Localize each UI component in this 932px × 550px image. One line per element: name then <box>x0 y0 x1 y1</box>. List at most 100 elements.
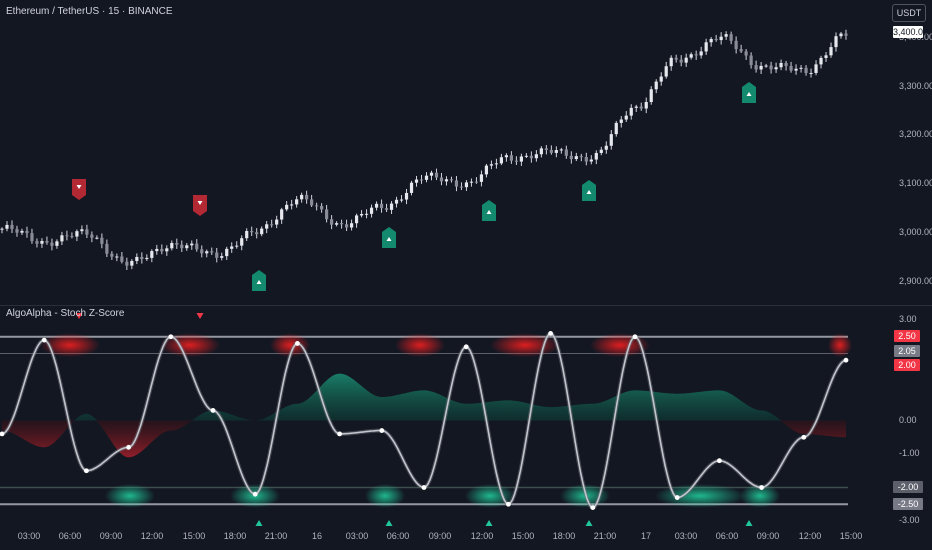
buy-triangle-icon <box>255 520 263 526</box>
overbought-glow <box>40 333 100 358</box>
candle-body <box>584 156 588 162</box>
candle-body <box>454 180 459 187</box>
candle-body <box>25 230 29 234</box>
candle-body <box>464 182 469 188</box>
time-axis-label: 06:00 <box>715 531 739 541</box>
candle-body <box>614 122 618 135</box>
candle-body <box>609 134 613 146</box>
candle-body <box>215 252 219 258</box>
pivot-dot <box>41 337 47 343</box>
pivot-dot <box>632 334 638 340</box>
pane-divider[interactable] <box>0 305 932 306</box>
buy-signal-marker <box>742 82 756 103</box>
candle-body <box>180 244 184 249</box>
candle-body <box>844 33 848 36</box>
candle-body <box>754 65 758 70</box>
candle-body <box>15 229 19 233</box>
candle-body <box>419 179 424 181</box>
currency-button[interactable]: USDT <box>892 4 926 22</box>
candle-body <box>255 232 259 235</box>
candle-body <box>534 154 538 159</box>
candle-body <box>105 243 109 254</box>
pivot-dot <box>548 331 553 336</box>
time-axis-label: 09:00 <box>99 531 123 541</box>
candle-body <box>125 261 129 266</box>
oversold-glow <box>105 483 155 508</box>
candle-body <box>140 256 144 260</box>
candle-body <box>654 81 658 90</box>
candle-body <box>260 228 264 235</box>
price-axis-label: 3,000.00 <box>899 227 932 237</box>
sell-flag <box>193 195 207 216</box>
candle-body <box>604 145 608 150</box>
price-pane[interactable] <box>0 29 848 291</box>
candle-body <box>315 205 319 207</box>
time-axis-label: 16 <box>311 531 322 541</box>
candle-body <box>310 199 314 206</box>
candle-body <box>165 248 169 252</box>
time-axis-label: 15:00 <box>182 531 206 541</box>
candle-body <box>719 36 723 41</box>
candle-body <box>499 157 504 164</box>
buy-triangle-icon <box>745 520 753 526</box>
buy-signal-marker <box>252 270 266 291</box>
candle-body <box>634 106 638 108</box>
candle-body <box>804 67 808 73</box>
candle-body <box>599 149 603 153</box>
time-axis-label: 03:00 <box>674 531 698 541</box>
up-arrow-icon <box>486 210 492 214</box>
candle-body <box>519 156 523 162</box>
sell-triangle-icon <box>196 313 204 319</box>
time-axis-label: 12:00 <box>798 531 822 541</box>
candle-body <box>734 40 738 50</box>
overbought-glow <box>828 333 852 358</box>
candle-body <box>45 240 49 243</box>
candle-body <box>474 181 479 183</box>
time-axis-label: 21:00 <box>264 531 288 541</box>
candle-body <box>439 177 444 182</box>
indicator-title: AlgoAlpha - Stoch Z-Score <box>6 308 125 319</box>
time-axis-label: 06:00 <box>58 531 82 541</box>
pivot-dot <box>674 495 680 500</box>
candle-body <box>55 241 59 246</box>
candle-body <box>85 229 89 235</box>
candle-body <box>824 55 828 58</box>
oscillator-pane[interactable] <box>0 313 852 526</box>
candle-body <box>784 62 788 67</box>
candle-body <box>364 213 369 215</box>
candle-body <box>245 231 249 239</box>
pivot-dot <box>506 501 511 507</box>
candle-body <box>399 199 404 201</box>
overbought-glow <box>270 333 310 358</box>
candle-body <box>649 89 653 103</box>
candle-body <box>459 186 464 188</box>
candle-body <box>774 67 778 70</box>
candle-body <box>414 179 419 183</box>
oversold-glow <box>655 483 745 508</box>
candle-body <box>679 59 683 63</box>
up-arrow-icon <box>746 92 752 96</box>
sell-signal-marker <box>193 195 207 216</box>
level-tag-2-00: 2.00 <box>894 359 920 371</box>
candle-body <box>374 203 379 208</box>
time-axis-label: 18:00 <box>223 531 247 541</box>
candle-body <box>160 248 164 252</box>
candle-body <box>35 241 39 244</box>
candle-body <box>579 156 583 158</box>
candle-body <box>225 248 229 257</box>
time-axis-label: 06:00 <box>386 531 410 541</box>
candle-body <box>799 67 803 69</box>
pivot-dot <box>337 431 342 437</box>
candle-body <box>514 160 518 162</box>
candle-body <box>779 62 783 68</box>
buy-signal-marker <box>582 180 596 201</box>
candle-body <box>250 231 254 233</box>
candle-body <box>280 209 284 220</box>
candle-body <box>220 256 224 258</box>
candle-body <box>115 256 119 258</box>
candle-body <box>509 155 513 161</box>
osc-axis-label: -3.00 <box>899 515 920 525</box>
candle-body <box>170 242 174 249</box>
candle-body <box>30 233 34 242</box>
